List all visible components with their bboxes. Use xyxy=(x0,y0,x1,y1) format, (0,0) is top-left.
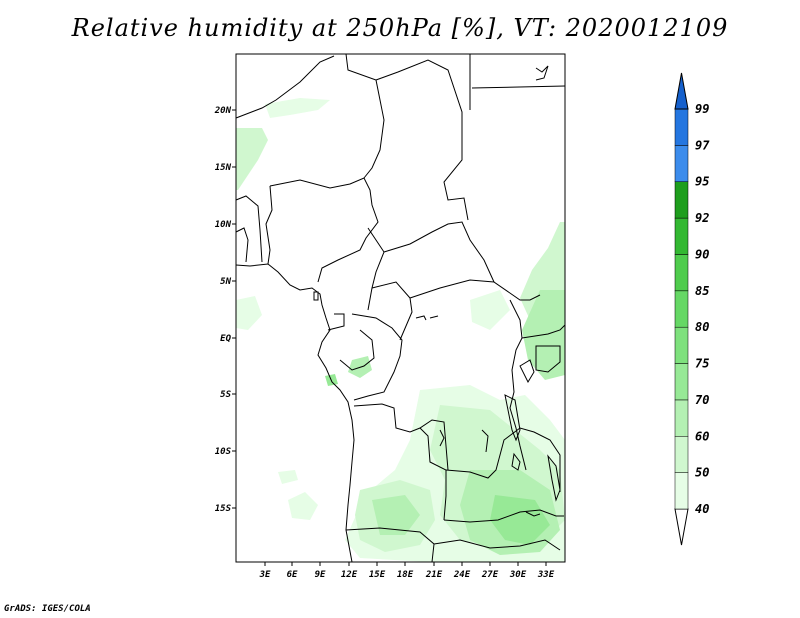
lat-tick-label: EQ xyxy=(220,334,231,344)
lat-tick-label: 15N xyxy=(215,163,232,173)
longitude-axis: 3E 6E 9E 12E 15E 18E 21E 24E 27E 30E 33E xyxy=(259,562,555,580)
lat-tick-label: 5N xyxy=(220,277,231,287)
lon-tick-label: 9E xyxy=(315,570,326,580)
colorbar-segment xyxy=(674,326,689,364)
colorbar-label: 90 xyxy=(695,247,709,261)
lon-tick-label: 24E xyxy=(453,570,471,580)
colorbar-label: 80 xyxy=(695,320,709,334)
colorbar-lower-arrow xyxy=(674,508,689,546)
colorbar-segment xyxy=(674,472,689,510)
colorbar-label: 75 xyxy=(695,357,709,371)
colorbar-segment xyxy=(674,436,689,473)
colorbar-segment xyxy=(674,108,689,146)
lat-tick-label: 10S xyxy=(215,447,232,457)
lon-tick-label: 30E xyxy=(509,570,527,580)
colorbar-segment xyxy=(674,217,689,255)
lon-tick-label: 18E xyxy=(397,570,414,580)
lon-tick-label: 15E xyxy=(369,570,386,580)
grads-credit: GrADS: IGES/COLA xyxy=(4,604,91,614)
humidity-shading xyxy=(236,98,565,562)
map-frame xyxy=(235,53,566,563)
colorbar-segment xyxy=(674,181,689,219)
colorbar-label: 97 xyxy=(695,138,710,152)
map-title: Relative humidity at 250hPa [%], VT: 202… xyxy=(71,14,729,42)
colorbar-label: 85 xyxy=(695,284,709,298)
colorbar-segment xyxy=(674,290,689,328)
country-borders xyxy=(235,53,566,563)
lon-tick-label: 33E xyxy=(537,570,555,580)
colorbar-upper-arrow xyxy=(674,72,689,110)
lon-tick-label: 27E xyxy=(481,570,499,580)
lon-tick-label: 6E xyxy=(287,570,298,580)
colorbar-label: 50 xyxy=(695,466,709,480)
colorbar-label: 70 xyxy=(695,393,709,407)
lon-tick-label: 3E xyxy=(259,570,271,580)
lat-tick-label: 5S xyxy=(220,390,231,400)
lon-tick-label: 21E xyxy=(425,570,443,580)
colorbar-segment xyxy=(674,399,689,437)
colorbar-label: 99 xyxy=(695,102,709,116)
colorbar-segment xyxy=(674,254,689,292)
colorbar-segment xyxy=(674,145,689,182)
colorbar-segment xyxy=(674,363,689,401)
lat-tick-label: 15S xyxy=(215,504,232,514)
lon-tick-label: 12E xyxy=(341,570,358,580)
colorbar: 40 50 60 70 75 80 85 90 92 95 97 99 xyxy=(674,72,710,546)
colorbar-label: 95 xyxy=(695,175,709,189)
latitude-axis: 20N 15N 10N 5N EQ 5S 10S 15S xyxy=(214,106,236,514)
colorbar-label: 40 xyxy=(695,502,709,516)
lat-tick-label: 10N xyxy=(215,220,232,230)
colorbar-label: 92 xyxy=(695,211,709,225)
colorbar-label: 60 xyxy=(695,429,709,443)
lat-tick-label: 20N xyxy=(214,106,232,116)
